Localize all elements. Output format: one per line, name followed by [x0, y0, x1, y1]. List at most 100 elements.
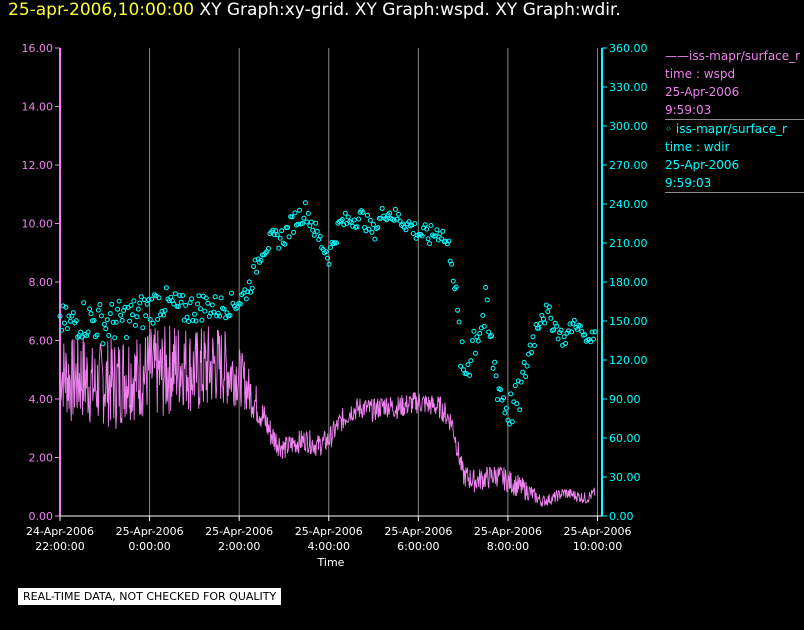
x-tick-label-time: 2:00:00 — [218, 540, 260, 553]
x-tick-label-time: 0:00:00 — [128, 540, 170, 553]
x-tick-label-date: 25-Apr-2006 — [474, 525, 542, 538]
scatter-point-wdir — [592, 329, 598, 335]
y-tick-label-right: 240.00 — [609, 198, 648, 211]
scatter-point-wdir — [449, 261, 455, 267]
legend-wdir-date: 25-Apr-2006 — [665, 158, 740, 172]
scatter-point-wdir — [119, 317, 125, 323]
scatter-point-wdir — [446, 238, 452, 244]
scatter-point-wdir — [282, 241, 288, 247]
scatter-point-wdir — [379, 206, 385, 211]
scatter-point-wdir — [101, 321, 107, 327]
scatter-point-wdir — [91, 318, 97, 323]
scatter-point-wdir — [574, 327, 580, 332]
scatter-point-wdir — [63, 304, 69, 310]
scatter-point-wdir — [582, 332, 588, 338]
scatter-point-wdir — [589, 329, 595, 335]
x-tick-label-date: 24-Apr-2006 — [26, 525, 94, 538]
scatter-point-wdir — [370, 222, 376, 227]
scatter-point-wdir — [333, 240, 339, 246]
scatter-point-wdir — [104, 317, 110, 323]
scatter-point-wdir — [588, 339, 594, 345]
scatter-point-wdir — [61, 320, 67, 326]
x-tick-label-time: 10:00:00 — [573, 540, 622, 553]
scatter-point-wdir — [435, 237, 441, 243]
legend-divider — [665, 192, 804, 193]
scatter-point-wdir — [279, 228, 285, 234]
scatter-point-wdir — [310, 227, 316, 233]
scatter-point-wdir — [277, 235, 283, 241]
scatter-point-wdir — [467, 372, 472, 378]
scatter-point-wdir — [189, 296, 195, 302]
y-tick-label-left: 6.00 — [29, 335, 54, 348]
scatter-point-wdir — [192, 311, 197, 317]
scatter-point-wdir — [555, 336, 561, 342]
scatter-point-wdir — [317, 233, 323, 239]
scatter-point-wdir — [302, 200, 308, 206]
scatter-point-wdir — [428, 223, 434, 228]
scatter-point-wdir — [406, 219, 412, 225]
scatter-point-wdir — [205, 300, 211, 306]
scatter-point-wdir — [387, 210, 393, 216]
scatter-point-wdir — [181, 317, 187, 323]
scatter-point-wdir — [118, 312, 124, 318]
x-tick-label-date: 25-Apr-2006 — [564, 525, 632, 538]
legend-wspd-source: iss-mapr/surface_r — [689, 49, 801, 63]
scatter-point-wdir — [523, 374, 529, 380]
scatter-point-wdir — [291, 229, 297, 235]
scatter-point-wdir — [252, 257, 258, 263]
scatter-point-wdir — [149, 296, 155, 302]
scatter-point-wdir — [67, 318, 73, 324]
scatter-point-wdir — [147, 317, 153, 322]
scatter-point-wdir — [468, 358, 474, 364]
scatter-point-wdir — [273, 228, 279, 234]
scatter-point-wdir — [424, 226, 430, 232]
scatter-point-wdir — [474, 334, 480, 340]
scatter-point-wdir — [243, 296, 249, 302]
x-tick-label-time: 4:00:00 — [308, 540, 350, 553]
scatter-point-wdir — [515, 378, 521, 384]
legend-divider — [665, 119, 804, 120]
scatter-point-wdir — [455, 307, 461, 313]
legend-wdir-source: iss-mapr/surface_r — [675, 122, 787, 136]
legend-wspd-time: 9:59:03 — [665, 103, 712, 117]
scatter-point-wdir — [338, 218, 344, 224]
scatter-point-wdir — [458, 363, 464, 369]
scatter-point-wdir — [542, 320, 548, 326]
scatter-point-wdir — [209, 302, 215, 308]
scatter-point-wdir — [484, 297, 490, 303]
y-tick-label-right: 60.00 — [609, 432, 641, 445]
x-tick-label-date: 25-Apr-2006 — [116, 525, 184, 538]
scatter-point-wdir — [351, 217, 357, 223]
scatter-point-wdir — [254, 269, 260, 275]
scatter-point-wdir — [537, 321, 543, 326]
scatter-point-wdir — [229, 290, 234, 296]
scatter-point-wdir — [422, 222, 428, 228]
scatter-point-wdir — [107, 311, 113, 317]
scatter-point-wdir — [218, 295, 224, 301]
scatter-point-wdir — [459, 339, 465, 345]
scatter-point-wdir — [450, 278, 456, 284]
scatter-point-wdir — [59, 327, 64, 333]
scatter-point-wdir — [529, 350, 534, 355]
scatter-point-wdir — [57, 313, 63, 319]
scatter-point-wdir — [276, 245, 282, 251]
scatter-point-wdir — [197, 306, 203, 312]
scatter-point-wdir — [524, 363, 530, 369]
scatter-point-wdir — [486, 329, 492, 335]
scatter-point-wdir — [127, 318, 132, 324]
scatter-point-wdir — [493, 373, 499, 379]
scatter-point-wdir — [134, 314, 140, 320]
x-tick-label-date: 25-Apr-2006 — [295, 525, 363, 538]
scatter-point-wdir — [161, 312, 166, 318]
scatter-point-wdir — [391, 217, 397, 223]
scatter-point-wdir — [356, 216, 362, 222]
scatter-point-wdir — [410, 231, 416, 236]
scatter-point-wdir — [577, 323, 583, 329]
scatter-point-wdir — [100, 341, 106, 347]
scatter-point-wdir — [265, 246, 271, 251]
scatter-point-wdir — [490, 365, 496, 371]
scatter-point-wdir — [532, 343, 537, 348]
y-tick-label-right: 150.00 — [609, 315, 648, 328]
scatter-point-wdir — [66, 313, 72, 319]
y-tick-label-right: 300.00 — [609, 120, 648, 133]
